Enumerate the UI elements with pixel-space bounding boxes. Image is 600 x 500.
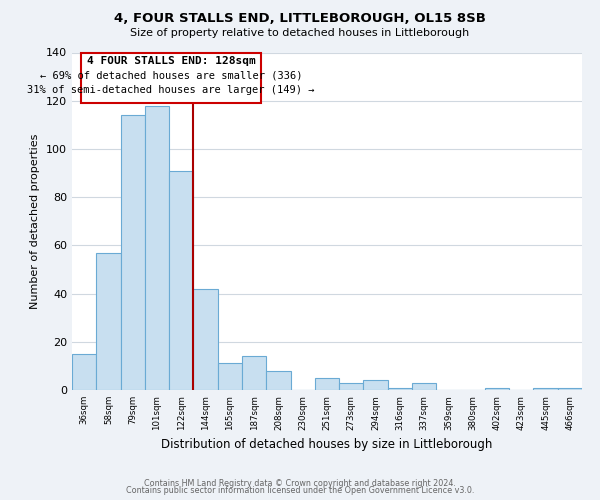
Bar bbox=[388, 388, 412, 390]
Text: ← 69% of detached houses are smaller (336): ← 69% of detached houses are smaller (33… bbox=[40, 70, 302, 81]
Text: Size of property relative to detached houses in Littleborough: Size of property relative to detached ho… bbox=[130, 28, 470, 38]
Bar bbox=[558, 388, 582, 390]
Bar bbox=[339, 383, 364, 390]
Bar bbox=[485, 388, 509, 390]
Bar bbox=[121, 115, 145, 390]
Text: Contains HM Land Registry data © Crown copyright and database right 2024.: Contains HM Land Registry data © Crown c… bbox=[144, 478, 456, 488]
Bar bbox=[72, 354, 96, 390]
Text: 4, FOUR STALLS END, LITTLEBOROUGH, OL15 8SB: 4, FOUR STALLS END, LITTLEBOROUGH, OL15 … bbox=[114, 12, 486, 26]
Bar bbox=[533, 388, 558, 390]
Bar bbox=[169, 170, 193, 390]
Bar bbox=[145, 106, 169, 390]
X-axis label: Distribution of detached houses by size in Littleborough: Distribution of detached houses by size … bbox=[161, 438, 493, 451]
Bar bbox=[412, 383, 436, 390]
Text: Contains public sector information licensed under the Open Government Licence v3: Contains public sector information licen… bbox=[126, 486, 474, 495]
Bar bbox=[218, 364, 242, 390]
Bar bbox=[315, 378, 339, 390]
Bar bbox=[242, 356, 266, 390]
Bar bbox=[80, 52, 262, 103]
Bar bbox=[364, 380, 388, 390]
Y-axis label: Number of detached properties: Number of detached properties bbox=[31, 134, 40, 309]
Bar bbox=[193, 289, 218, 390]
Bar bbox=[96, 252, 121, 390]
Bar bbox=[266, 370, 290, 390]
Text: 4 FOUR STALLS END: 128sqm: 4 FOUR STALLS END: 128sqm bbox=[86, 56, 256, 66]
Text: 31% of semi-detached houses are larger (149) →: 31% of semi-detached houses are larger (… bbox=[27, 85, 315, 95]
